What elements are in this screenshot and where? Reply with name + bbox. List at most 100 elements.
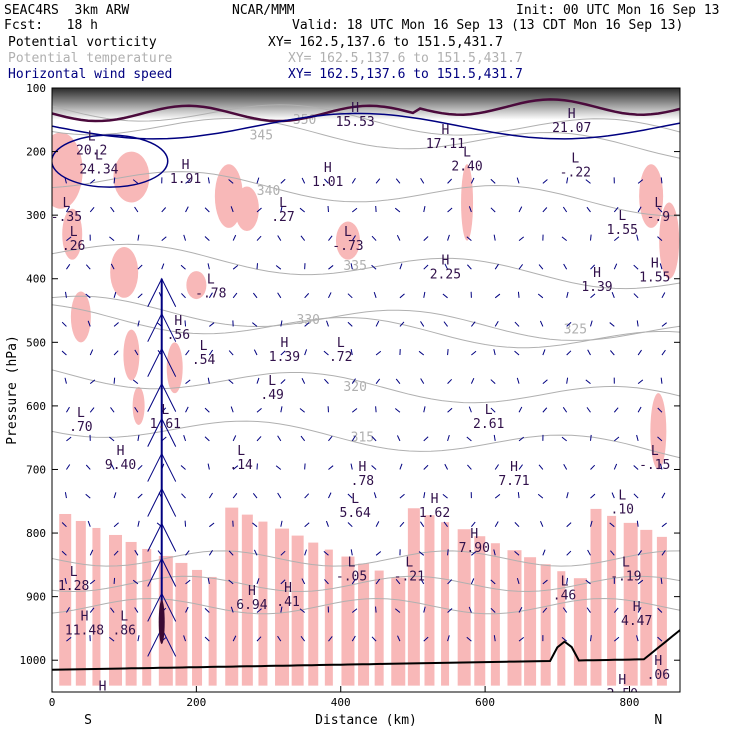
wind-vector: [134, 549, 139, 556]
wind-vector: [561, 637, 567, 642]
x-tick-label: 0: [49, 696, 56, 709]
wind-vector: [542, 349, 546, 356]
wind-vector: [351, 378, 356, 384]
extremum-value: .26: [62, 239, 85, 254]
pv-shading-column: [241, 514, 253, 686]
wind-vector: [230, 406, 234, 413]
wind-vector: [66, 436, 72, 442]
wind-vector: [256, 407, 262, 413]
wind-vector: [587, 549, 591, 556]
wind-vector: [470, 578, 475, 585]
wind-vector: [207, 377, 210, 384]
wind-vector: [89, 407, 95, 413]
wind-vector: [613, 236, 620, 241]
wind-vector: [228, 379, 234, 385]
wind-vector: [420, 178, 425, 184]
wind-vector: [443, 521, 448, 527]
wind-vector: [399, 321, 405, 327]
wind-vector: [110, 463, 115, 470]
wind-vector: [137, 464, 143, 470]
wind-vector: [325, 520, 329, 527]
extremum-value: 7.90: [459, 541, 490, 556]
extremum-value: 1.28: [58, 579, 89, 594]
wind-vector: [659, 463, 663, 470]
wind-vector: [542, 579, 548, 585]
wind-vector: [566, 350, 572, 356]
extremum-value: .10: [611, 503, 634, 518]
extremum-value: -.22: [560, 166, 591, 181]
wind-vector: [350, 349, 353, 356]
wind-vector: [566, 550, 572, 556]
wind-vector: [514, 522, 520, 528]
wind-vector: [493, 434, 496, 441]
wind-vector: [613, 636, 620, 642]
wind-vector: [444, 263, 449, 270]
extremum-value: .56: [167, 328, 190, 343]
pv-shading-column: [424, 515, 435, 686]
wind-vector: [467, 264, 472, 270]
y-tick-label: 900: [26, 591, 46, 604]
x-tick-label: 600: [475, 696, 495, 709]
wind-jet-arrowhead: [147, 347, 177, 377]
wind-vector: [183, 635, 187, 642]
wind-vector: [280, 550, 286, 556]
south-end-label: S: [84, 713, 92, 728]
wind-vector: [399, 521, 405, 528]
extremum-low-marker: L: [268, 374, 276, 389]
wind-vector: [562, 407, 568, 413]
extremum-low-marker: L: [348, 555, 356, 570]
wind-vector: [304, 493, 310, 499]
y-tick-label: 1000: [20, 654, 47, 667]
wind-vector: [395, 578, 401, 585]
extremum-high-marker: H: [654, 654, 662, 669]
wind-vector: [444, 463, 449, 470]
wind-vector: [204, 636, 210, 642]
wind-vector: [185, 206, 189, 213]
wind-vector: [277, 635, 282, 642]
field-wind-xy: XY= 162.5,137.6 to 151.5,431.7: [288, 67, 523, 82]
wind-vector: [252, 522, 258, 528]
extremum-high-marker: H: [351, 101, 359, 116]
wind-vector: [350, 263, 353, 270]
wind-vector: [494, 521, 499, 527]
wind-vector: [590, 493, 596, 499]
wind-vector: [256, 207, 262, 213]
theta-label-315: 315: [351, 431, 374, 446]
wind-vector: [110, 263, 115, 270]
wind-vector: [633, 493, 639, 499]
y-tick-label: 200: [26, 146, 46, 159]
wind-vector: [537, 293, 544, 299]
wind-vector: [423, 492, 426, 499]
wind-vector: [447, 549, 449, 556]
wind-vector: [566, 321, 572, 327]
wind-vector: [516, 377, 520, 384]
wind-vector: [423, 264, 429, 270]
y-tick-label: 800: [26, 527, 46, 540]
wind-vector: [447, 579, 453, 585]
wind-vector: [232, 265, 239, 270]
wind-jet-base: [158, 600, 165, 645]
wind-vector: [161, 263, 165, 270]
extremum-low-marker: L: [405, 555, 413, 570]
pv-shading-blob: [62, 208, 83, 260]
wind-vector: [87, 520, 91, 527]
plot-frame: [51, 87, 681, 693]
wind-vector: [256, 436, 262, 442]
pv-shading-column: [557, 571, 566, 686]
wind-vector: [399, 263, 403, 270]
extremum-low-marker: L: [207, 272, 215, 287]
wind-vector: [371, 264, 377, 270]
pv-shading-blob: [70, 291, 91, 343]
wind-vector: [66, 637, 72, 642]
wind-vector: [301, 378, 306, 384]
wind-vector: [447, 349, 449, 356]
wind-vector: [208, 349, 214, 356]
wind-vector: [490, 407, 496, 413]
wind-vector: [280, 206, 283, 213]
pv-shading-column: [441, 522, 450, 686]
wind-vector: [232, 635, 237, 642]
theta-label-320: 320: [343, 380, 366, 395]
extremum-high-marker: H: [633, 600, 641, 615]
wind-vector: [87, 320, 91, 327]
